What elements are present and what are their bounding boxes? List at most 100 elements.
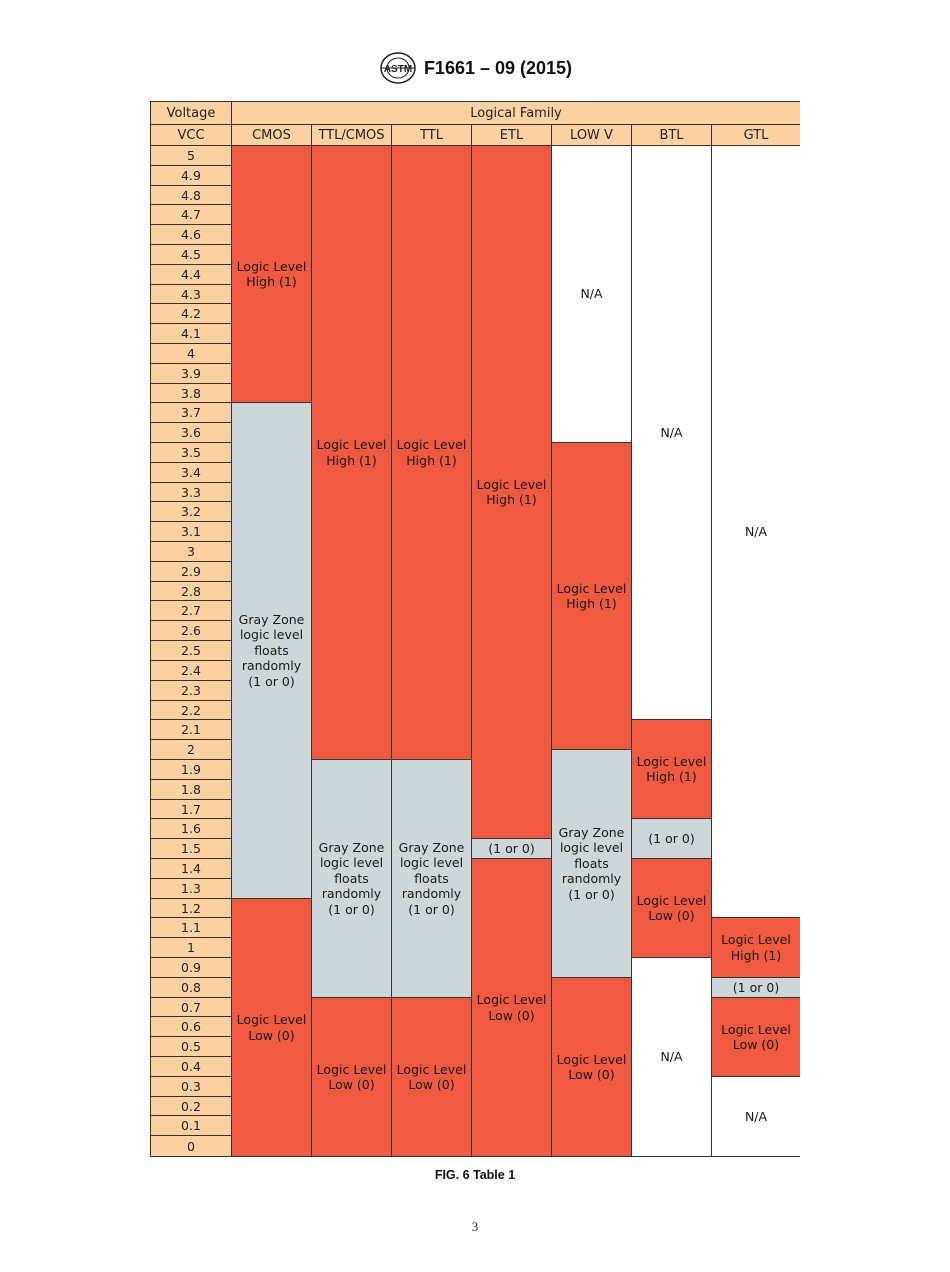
- logical-family-header: Logical Family: [232, 102, 800, 125]
- voltage-row-label: 2.8: [151, 582, 232, 601]
- voltage-row-label: 3.8: [151, 384, 232, 403]
- voltage-row-label: 2.5: [151, 641, 232, 661]
- gtl-low-segment: Logic Level Low (0): [712, 998, 800, 1077]
- voltage-row-label: 0: [151, 1136, 232, 1156]
- voltage-row-label: 2.4: [151, 661, 232, 681]
- segment-label: Gray Zone logic level floats randomly (1…: [318, 839, 385, 917]
- segment-label: Logic Level High (1): [236, 258, 307, 290]
- vcc-header: VCC: [151, 125, 232, 146]
- low-v-high-segment: Logic Level High (1): [552, 443, 632, 750]
- voltage-row-label: 1.2: [151, 899, 232, 918]
- voltage-row-label: 4.9: [151, 166, 232, 186]
- segment-label: N/A: [660, 424, 683, 440]
- column-header-etl: ETL: [472, 125, 552, 146]
- btl-low-segment: Logic Level Low (0): [632, 859, 712, 958]
- voltage-row-label: 2.1: [151, 720, 232, 740]
- voltage-row-label: 0.6: [151, 1017, 232, 1037]
- column-header-cmos: CMOS: [232, 125, 312, 146]
- voltage-row-label: 0.5: [151, 1037, 232, 1057]
- voltage-row-label: 2.2: [151, 701, 232, 720]
- voltage-row-label: 3.5: [151, 443, 232, 463]
- segment-label: Logic Level Low (0): [396, 1061, 467, 1093]
- voltage-row-label: 1: [151, 938, 232, 958]
- btl-na-segment: N/A: [632, 958, 712, 1156]
- voltage-row-label: 4: [151, 344, 232, 364]
- btl-gray-segment: (1 or 0): [632, 819, 712, 859]
- btl-high-segment: Logic Level High (1): [632, 720, 712, 819]
- etl-high-segment: Logic Level High (1): [472, 146, 552, 839]
- ttl-cmos-high-segment: Logic Level High (1): [312, 146, 392, 760]
- voltage-row-label: 3.3: [151, 483, 232, 502]
- voltage-row-label: 3.7: [151, 403, 232, 423]
- voltage-row-label: 2.6: [151, 621, 232, 641]
- voltage-row-label: 2: [151, 740, 232, 760]
- segment-label: Logic Level Low (0): [236, 1012, 307, 1043]
- voltage-row-label: 0.4: [151, 1057, 232, 1077]
- voltage-row-label: 4.2: [151, 304, 232, 324]
- ttl-cmos-gray-segment: Gray Zone logic level floats randomly (1…: [312, 760, 392, 998]
- voltage-row-label: 3.4: [151, 463, 232, 483]
- voltage-row-label: 0.1: [151, 1116, 232, 1136]
- figure-caption: FIG. 6 Table 1: [434, 1168, 516, 1182]
- logic-family-table: Voltage Logical Family VCC CMOS TTL/CMOS T…: [150, 101, 800, 1157]
- segment-label: Logic Level High (1): [316, 437, 387, 468]
- voltage-row-label: 0.9: [151, 958, 232, 978]
- etl-gray-segment: (1 or 0): [472, 839, 552, 859]
- segment-label: Logic Level Low (0): [556, 1051, 627, 1083]
- segment-label: Logic Level Low (0): [636, 892, 707, 924]
- cmos-gray-segment: Gray Zone logic level floats randomly (1…: [232, 403, 312, 899]
- logo-text: ASTM: [384, 64, 412, 75]
- voltage-row-label: 0.7: [151, 998, 232, 1017]
- segment-label: Logic Level High (1): [556, 580, 627, 612]
- voltage-row-label: 4.5: [151, 245, 232, 265]
- voltage-row-label: 3.2: [151, 502, 232, 522]
- column-header-btl: BTL: [632, 125, 712, 146]
- voltage-row-label: 3.6: [151, 423, 232, 443]
- voltage-row-label: 1.4: [151, 859, 232, 879]
- cmos-low-segment: Logic Level Low (0): [232, 899, 312, 1156]
- segment-label: (1 or 0): [732, 979, 780, 995]
- ttl-gray-segment: Gray Zone logic level floats randomly (1…: [392, 760, 472, 998]
- page-header: ASTM F1661 – 09 (2015): [0, 50, 950, 86]
- voltage-row-label: 1.8: [151, 780, 232, 800]
- low-v-low-segment: Logic Level Low (0): [552, 978, 632, 1156]
- segment-label: Gray Zone logic level floats randomly (1…: [398, 839, 465, 917]
- voltage-row-label: 0.2: [151, 1097, 232, 1116]
- ttl-high-segment: Logic Level High (1): [392, 146, 472, 760]
- voltage-row-label: 4.8: [151, 186, 232, 205]
- gtl-na-segment: N/A: [712, 1077, 800, 1156]
- gtl-gray-segment: (1 or 0): [712, 978, 800, 998]
- voltage-row-label: 0.3: [151, 1077, 232, 1097]
- voltage-row-label: 4.4: [151, 265, 232, 285]
- voltage-row-label: 1.5: [151, 839, 232, 859]
- btl-na-segment: N/A: [632, 146, 712, 720]
- segment-label: Logic Level High (1): [476, 476, 547, 508]
- segment-label: Logic Level Low (0): [476, 992, 547, 1023]
- segment-label: N/A: [580, 286, 603, 302]
- segment-label: Logic Level Low (0): [721, 1021, 791, 1053]
- segment-label: Gray Zone logic level floats randomly (1…: [238, 611, 305, 689]
- voltage-row-label: 4.3: [151, 285, 232, 304]
- voltage-row-label: 2.9: [151, 562, 232, 582]
- low-v-na-segment: N/A: [552, 146, 632, 443]
- column-header-ttl: TTL: [392, 125, 472, 146]
- voltage-row-label: 2.3: [151, 681, 232, 701]
- voltage-row-label: 4.1: [151, 324, 232, 344]
- standard-designation: F1661 – 09 (2015): [423, 57, 573, 78]
- voltage-row-label: 1.7: [151, 800, 232, 819]
- low-v-gray-segment: Gray Zone logic level floats randomly (1…: [552, 750, 632, 978]
- voltage-row-label: 1.1: [151, 918, 232, 938]
- voltage-row-label: 0.8: [151, 978, 232, 998]
- segment-label: Gray Zone logic level floats randomly (1…: [558, 824, 625, 902]
- cmos-high-segment: Logic Level High (1): [232, 146, 312, 403]
- segment-label: N/A: [744, 523, 768, 539]
- segment-label: Logic Level High (1): [396, 437, 467, 468]
- page-number: 3: [471, 1219, 479, 1234]
- astm-logo-icon: ASTM: [380, 52, 416, 84]
- etl-low-segment: Logic Level Low (0): [472, 859, 552, 1156]
- voltage-row-label: 3: [151, 542, 232, 562]
- segment-label: N/A: [660, 1049, 683, 1065]
- voltage-row-label: 1.6: [151, 819, 232, 839]
- voltage-row-label: 5: [151, 146, 232, 166]
